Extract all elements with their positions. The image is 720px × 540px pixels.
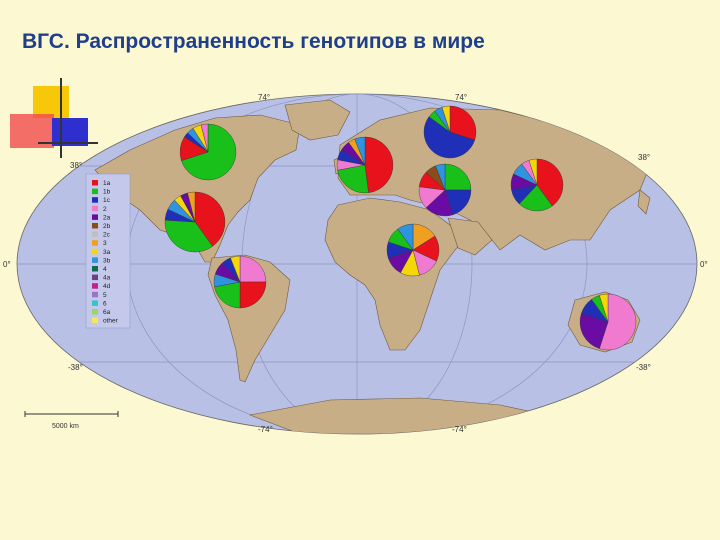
genotype-pies [164, 105, 637, 351]
pie-slice [194, 191, 226, 247]
legend-swatch-3a [92, 248, 98, 255]
pie-slice [397, 223, 414, 251]
legend-label-2b: 2b [103, 223, 111, 230]
legend-label-6: 6 [103, 300, 107, 307]
legend-swatch-4 [92, 266, 98, 272]
lat-bottom-right-label: -74° [452, 425, 467, 434]
legend-swatch-4d [92, 283, 98, 289]
legend-label-6a: 6a [103, 309, 111, 316]
lat-south-right-label: -38° [636, 363, 651, 372]
north-america [94, 114, 301, 263]
scale-bar: 5000 km [24, 411, 119, 430]
pie-slice [337, 164, 369, 194]
legend-label-4d: 4d [103, 283, 111, 290]
pie-slice [449, 105, 477, 141]
legend-swatch-2a [92, 214, 98, 220]
pie-slice [239, 255, 267, 283]
pie-east-asia [510, 158, 564, 212]
pie-usa [164, 191, 226, 253]
pie-slice [441, 105, 451, 133]
legend-swatch-3 [92, 240, 98, 246]
legend-swatch-1a [92, 180, 98, 186]
page-title: ВГС. Распространенность генотипов в мире [22, 30, 485, 53]
legend-label-1c: 1c [103, 197, 111, 204]
legend-swatch-3b [92, 257, 98, 263]
legend-label-1b: 1b [103, 189, 111, 196]
pie-slice [423, 116, 475, 159]
legend-swatch-other [92, 317, 98, 324]
pie-slice [200, 123, 209, 153]
pie-slice [579, 313, 609, 349]
greenland [284, 99, 351, 141]
legend-swatch-6a [92, 309, 98, 315]
pie-slice [239, 281, 267, 309]
pie-slice [214, 281, 241, 309]
deco-horizontal-line [38, 142, 98, 144]
pie-central-africa [386, 223, 440, 277]
pie-slice [528, 158, 538, 186]
lat-bottom-label: -74° [258, 425, 273, 434]
lat-top-label: 74° [258, 93, 270, 102]
legend-label-1a: 1a [103, 180, 111, 187]
deco-blue-square [52, 118, 88, 146]
lat-north-left-label: 38° [70, 161, 82, 170]
legend-label-3b: 3b [103, 257, 111, 264]
pie-slice [518, 184, 553, 212]
legend-swatch-2b [92, 223, 98, 229]
deco-vertical-line [60, 78, 62, 158]
legend-label-other: other [103, 318, 119, 325]
pie-slice [364, 136, 394, 194]
scale-bar-label: 5000 km [52, 423, 79, 430]
pie-slice [230, 255, 241, 283]
legend-label-4a: 4a [103, 275, 111, 282]
legend-label-2c: 2c [103, 232, 111, 239]
pie-slice [181, 123, 237, 181]
legend-label-2a: 2a [103, 214, 111, 221]
pie-slice [444, 163, 472, 191]
legend-swatch-1b [92, 188, 98, 195]
legend-swatch-1c [92, 197, 98, 203]
pie-slice [164, 219, 213, 253]
pie-middle-east [418, 163, 472, 217]
lat-south-left-label: -38° [68, 363, 83, 372]
pie-slice [435, 163, 446, 191]
pie-south-america [213, 255, 267, 309]
legend-swatch-6 [92, 300, 98, 306]
legend-swatch-2 [92, 205, 98, 212]
lon-zero-left-label: 0° [3, 260, 11, 269]
legend-label-3: 3 [103, 240, 107, 247]
lat-north-right-label: 38° [638, 153, 650, 162]
legend-label-3a: 3a [103, 249, 111, 256]
pie-western-europe [336, 136, 394, 194]
legend-label-5: 5 [103, 292, 107, 299]
deco-yellow-square [33, 86, 69, 118]
pie-slice [187, 191, 196, 223]
arabia [447, 217, 493, 256]
legend-swatch-2c [92, 231, 98, 238]
lon-zero-right-label: 0° [700, 260, 708, 269]
pie-north-america [179, 123, 237, 181]
pie-slice [354, 136, 366, 166]
pie-slice [536, 158, 564, 207]
legend-swatch-5 [92, 291, 98, 298]
pie-russia [423, 105, 477, 159]
legend-label-2: 2 [103, 206, 107, 213]
legend-swatch-4a [92, 274, 98, 281]
pie-slice [599, 293, 637, 351]
pie-slice [599, 293, 609, 323]
lat-top-right-label: 74° [455, 93, 467, 102]
japan [637, 189, 651, 215]
pie-australia [579, 293, 637, 351]
legend-label-4: 4 [103, 266, 107, 273]
